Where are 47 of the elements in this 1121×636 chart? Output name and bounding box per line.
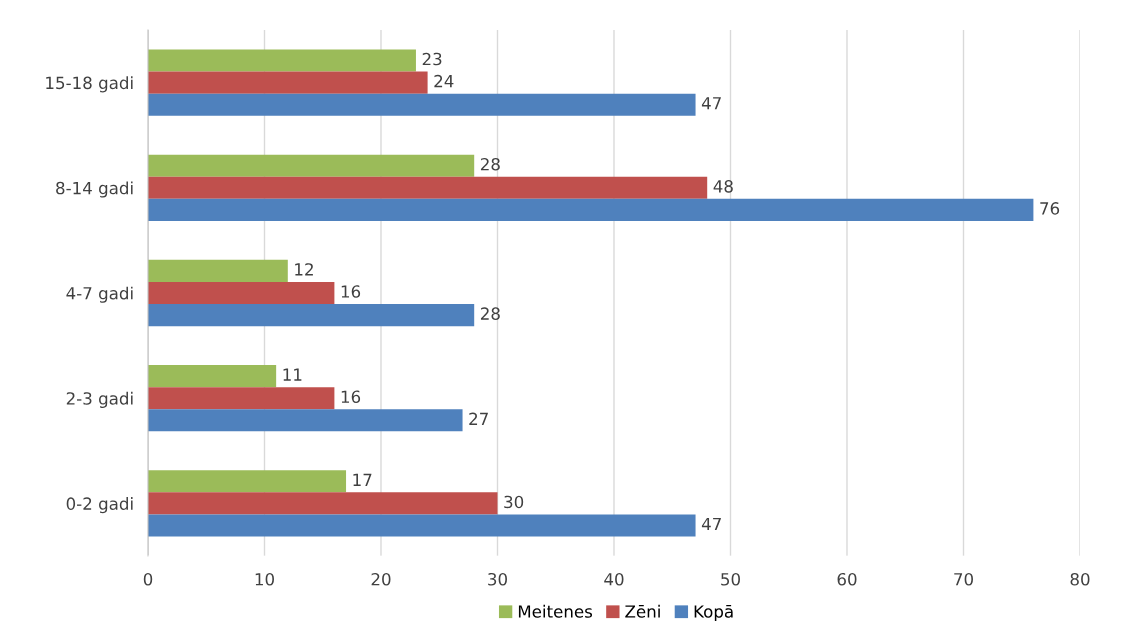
x-tick-label: 60	[837, 572, 857, 586]
data-label: 48	[713, 180, 733, 193]
bar	[148, 154, 475, 177]
bar	[148, 281, 335, 305]
bar	[148, 365, 277, 388]
bar	[148, 49, 416, 72]
bar	[148, 470, 347, 493]
y-tick-label: 4-7 gadi	[66, 286, 133, 303]
data-label: 47	[701, 517, 721, 531]
bar	[148, 514, 696, 537]
data-label: 28	[480, 157, 500, 171]
x-tick-label: 10	[255, 572, 274, 586]
bar	[148, 259, 288, 282]
x-tick-label: 0	[143, 572, 153, 586]
y-tick-label: 0-2 gadi	[66, 497, 133, 514]
bar	[148, 409, 463, 432]
bar	[148, 176, 708, 199]
legend-label: Meitenes	[518, 604, 593, 618]
data-label: 11	[283, 368, 302, 381]
x-tick-label: 50	[721, 572, 740, 586]
y-tick-label: 2-3 gadi	[66, 391, 133, 408]
data-label: 27	[469, 412, 488, 425]
data-label: 47	[701, 97, 721, 110]
bar	[148, 198, 1034, 221]
x-tick-label: 80	[1070, 572, 1090, 586]
x-tick-label: 20	[371, 572, 391, 586]
x-tick-label: 40	[604, 572, 624, 586]
data-label: 76	[1040, 202, 1060, 215]
data-label: 23	[422, 52, 442, 66]
bar	[148, 93, 696, 116]
bar	[148, 387, 335, 410]
data-label: 16	[341, 285, 361, 298]
data-label: 16	[341, 390, 361, 404]
x-tick-label: 70	[954, 572, 973, 586]
legend-label: Kopā	[694, 605, 733, 621]
data-label: 24	[434, 74, 454, 88]
bar	[148, 71, 428, 94]
y-tick-label: 8-14 gadi	[56, 181, 133, 198]
data-label: 12	[295, 263, 313, 276]
data-label: 30	[504, 495, 524, 509]
data-label: 17	[353, 473, 372, 486]
bar	[148, 304, 475, 327]
bar	[148, 492, 498, 515]
y-tick-label: 15-18 gadi	[46, 76, 133, 93]
data-label: 28	[480, 307, 500, 320]
legend-label: Zēni	[625, 604, 660, 618]
x-tick-label: 30	[488, 572, 507, 586]
